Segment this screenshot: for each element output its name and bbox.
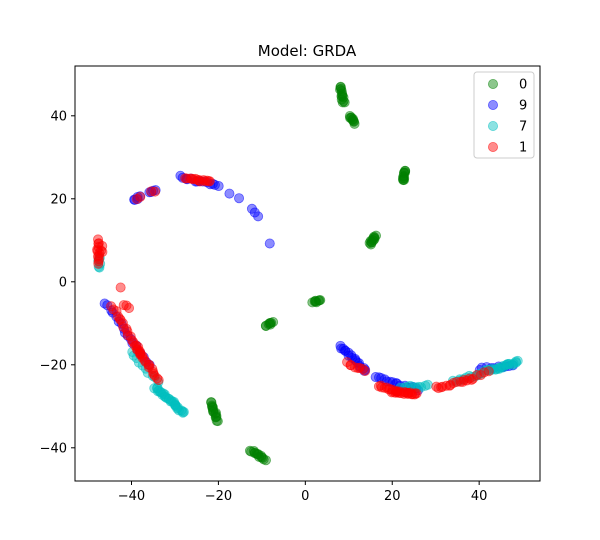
legend-label-0: 0 bbox=[519, 78, 527, 93]
y-tick-label: 0 bbox=[59, 275, 67, 290]
point-series-0 bbox=[364, 237, 375, 248]
point-series-1 bbox=[153, 374, 164, 385]
x-tick-label: −20 bbox=[205, 489, 232, 504]
x-tick-label: 0 bbox=[301, 489, 309, 504]
point-series-1 bbox=[97, 246, 108, 257]
point-series-0 bbox=[398, 175, 409, 186]
point-series-1 bbox=[467, 373, 478, 384]
point-series-9 bbox=[253, 211, 264, 222]
point-series-9 bbox=[213, 181, 224, 192]
point-series-1 bbox=[204, 176, 215, 187]
legend-marker-0 bbox=[487, 79, 498, 90]
y-tick-label: −20 bbox=[40, 358, 67, 373]
legend-items: 0 9 7 1 bbox=[487, 78, 527, 156]
point-series-7 bbox=[177, 407, 188, 418]
legend-label-7: 7 bbox=[519, 120, 527, 135]
point-series-1 bbox=[360, 365, 371, 376]
x-tick-label: 20 bbox=[384, 489, 401, 504]
point-series-0 bbox=[349, 118, 360, 129]
point-series-1 bbox=[437, 381, 448, 392]
point-series-1 bbox=[96, 245, 107, 256]
point-series-9 bbox=[224, 188, 235, 199]
y-axis-ticks: 40 20 0 −20 −40 bbox=[40, 109, 75, 456]
point-series-1 bbox=[411, 388, 422, 399]
x-axis-ticks: −40 −20 0 20 40 bbox=[118, 481, 488, 504]
data-points-layer bbox=[92, 81, 523, 466]
point-series-1 bbox=[483, 366, 494, 377]
point-series-0 bbox=[339, 97, 350, 108]
point-series-1 bbox=[124, 302, 135, 313]
legend-marker-1 bbox=[487, 141, 498, 152]
point-series-1 bbox=[150, 186, 161, 197]
point-series-9 bbox=[264, 238, 275, 249]
point-series-0 bbox=[212, 416, 223, 427]
legend-marker-9 bbox=[487, 100, 498, 111]
point-series-1 bbox=[135, 191, 146, 202]
point-series-1 bbox=[406, 388, 417, 399]
x-tick-label: −40 bbox=[118, 489, 145, 504]
legend-box bbox=[473, 71, 535, 159]
point-series-1 bbox=[152, 373, 163, 384]
y-tick-label: 40 bbox=[50, 109, 67, 124]
y-tick-label: −40 bbox=[40, 441, 67, 456]
point-series-0 bbox=[365, 239, 376, 250]
point-series-1 bbox=[115, 282, 126, 293]
chart-title: Model: GRDA bbox=[258, 42, 357, 60]
legend-marker-7 bbox=[487, 121, 498, 132]
point-series-7 bbox=[512, 355, 523, 366]
legend-label-9: 9 bbox=[519, 99, 527, 114]
point-series-1 bbox=[118, 300, 129, 311]
point-series-1 bbox=[146, 186, 157, 197]
point-series-9 bbox=[234, 193, 245, 204]
point-series-1 bbox=[117, 318, 128, 329]
point-series-1 bbox=[93, 258, 104, 269]
point-series-1 bbox=[448, 377, 459, 388]
point-series-9 bbox=[209, 179, 220, 190]
point-series-7 bbox=[422, 379, 433, 390]
legend: 0 9 7 1 bbox=[473, 71, 535, 159]
y-tick-label: 20 bbox=[50, 192, 67, 207]
point-series-0 bbox=[260, 455, 271, 466]
legend-label-1: 1 bbox=[519, 141, 527, 156]
point-series-0 bbox=[268, 317, 279, 328]
plot-frame bbox=[74, 65, 541, 482]
point-series-1 bbox=[122, 326, 133, 337]
x-tick-label: 40 bbox=[471, 489, 488, 504]
point-series-9 bbox=[249, 207, 260, 218]
point-series-0 bbox=[315, 295, 326, 306]
